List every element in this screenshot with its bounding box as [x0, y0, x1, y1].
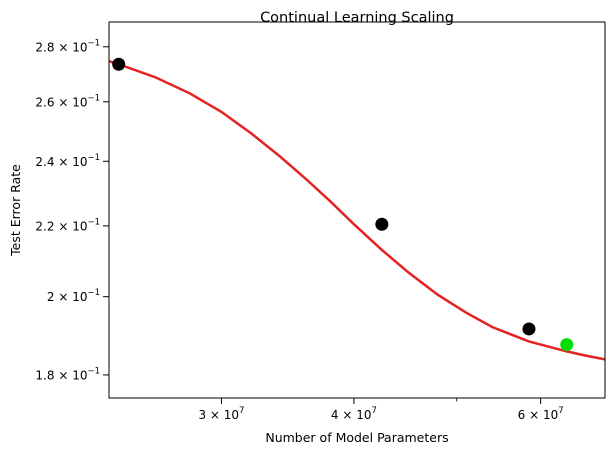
x-tick-label: 3 × 107 [198, 406, 244, 422]
y-tick-label: 1.8 × 10−1 [35, 366, 100, 382]
x-tick-label: 6 × 107 [518, 406, 564, 422]
x-tick-label: 4 × 107 [331, 406, 377, 422]
data-point-2 [375, 217, 389, 231]
y-tick-label: 2.2 × 10−1 [35, 217, 100, 233]
data-point-1 [112, 57, 126, 71]
fit-curve [109, 60, 605, 361]
y-axis-label: Test Error Rate [8, 164, 23, 257]
y-tick-label: 2.8 × 10−1 [35, 38, 100, 54]
y-tick-label: 2.4 × 10−1 [35, 153, 100, 169]
y-tick-label: 2 × 10−1 [47, 288, 100, 304]
y-tick-label: 2.6 × 10−1 [35, 93, 100, 109]
plot-frame [108, 21, 606, 399]
data-point-3 [522, 322, 536, 336]
x-axis-label: Number of Model Parameters [265, 430, 448, 445]
chart-title: Continual Learning Scaling [260, 10, 454, 26]
data-point-4 [560, 338, 574, 352]
